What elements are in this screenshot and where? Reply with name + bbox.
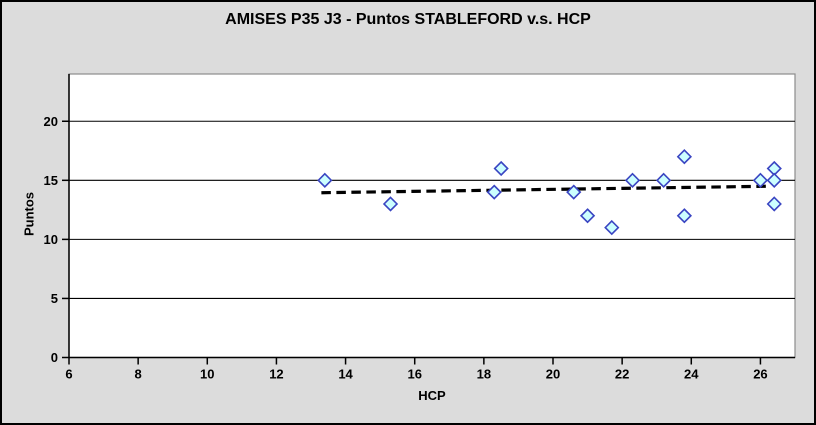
- data-point-marker: [493, 160, 509, 177]
- data-point-marker: [766, 196, 782, 212]
- x-tick-label: 14: [338, 367, 353, 382]
- data-point-marker: [766, 172, 782, 188]
- x-tick-label: 10: [200, 367, 214, 382]
- x-tick-label: 20: [546, 367, 560, 382]
- data-point-marker: [676, 208, 693, 224]
- y-tick-label: 15: [44, 173, 58, 188]
- data-point-marker: [486, 184, 502, 200]
- y-tick-label: 10: [44, 232, 58, 247]
- data-point-marker: [624, 172, 641, 188]
- data-point-marker: [752, 172, 769, 188]
- data-point-marker: [676, 149, 693, 165]
- x-tick-label: 26: [753, 367, 767, 382]
- data-point-marker: [317, 172, 333, 188]
- y-tick-label: 5: [51, 291, 58, 306]
- data-point-marker: [655, 172, 672, 188]
- data-point-marker: [579, 208, 596, 224]
- x-tick-label: 22: [615, 367, 629, 382]
- x-axis-title: HCP: [418, 388, 446, 403]
- x-tick-label: 24: [684, 367, 699, 382]
- x-tick-label: 18: [477, 367, 491, 382]
- y-tick-label: 0: [51, 350, 58, 365]
- x-tick-label: 6: [65, 367, 72, 382]
- data-point-marker: [382, 196, 399, 212]
- x-tick-label: 8: [135, 367, 142, 382]
- x-tick-label: 12: [269, 367, 283, 382]
- data-point-marker: [604, 219, 620, 236]
- x-tick-label: 16: [407, 367, 421, 382]
- y-tick-label: 20: [44, 114, 58, 129]
- chart-title: AMISES P35 J3 - Puntos STABLEFORD v.s. H…: [225, 11, 591, 28]
- data-point-marker: [566, 184, 582, 200]
